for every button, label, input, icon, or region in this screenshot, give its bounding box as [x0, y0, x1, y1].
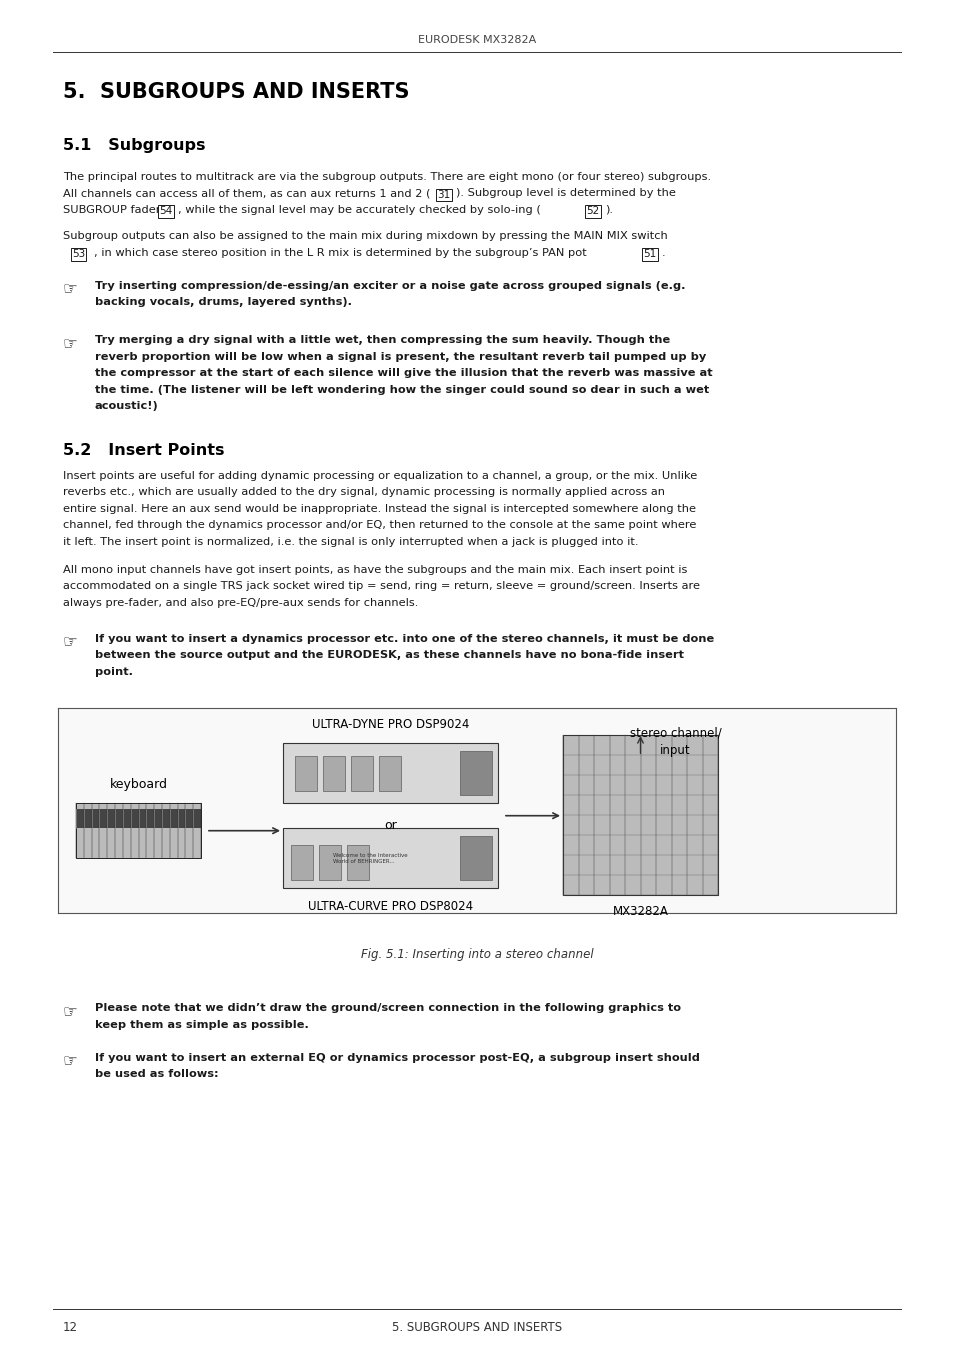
Text: Insert points are useful for adding dynamic processing or equalization to a chan: Insert points are useful for adding dyna…: [63, 470, 697, 481]
Text: 12: 12: [63, 1321, 78, 1333]
Text: ☞: ☞: [63, 335, 78, 354]
Text: ). Subgroup level is determined by the: ). Subgroup level is determined by the: [456, 189, 675, 199]
Text: ☞: ☞: [63, 1004, 78, 1021]
Text: The principal routes to multitrack are via the subgroup outputs. There are eight: The principal routes to multitrack are v…: [63, 172, 710, 182]
Text: be used as follows:: be used as follows:: [95, 1069, 218, 1079]
Text: EURODESK MX3282A: EURODESK MX3282A: [417, 35, 536, 45]
Text: or: or: [384, 819, 396, 832]
Text: 5. SUBGROUPS AND INSERTS: 5. SUBGROUPS AND INSERTS: [392, 1321, 561, 1333]
Bar: [351, 757, 373, 792]
Text: 5.  SUBGROUPS AND INSERTS: 5. SUBGROUPS AND INSERTS: [63, 82, 409, 101]
Text: Fig. 5.1: Inserting into a stereo channel: Fig. 5.1: Inserting into a stereo channe…: [360, 948, 593, 961]
Text: the compressor at the start of each silence will give the illusion that the reve: the compressor at the start of each sile…: [95, 369, 712, 378]
Text: MX3282A: MX3282A: [612, 905, 668, 919]
Bar: [294, 757, 316, 792]
Bar: [323, 757, 345, 792]
Text: Welcome to the Interactive
World of BEHRINGER...: Welcome to the Interactive World of BEHR…: [333, 852, 407, 863]
Text: Try merging a dry signal with a little wet, then compressing the sum heavily. Th: Try merging a dry signal with a little w…: [95, 335, 670, 346]
Text: All channels can access all of them, as can aux returns 1 and 2 (: All channels can access all of them, as …: [63, 189, 430, 199]
Text: backing vocals, drums, layered synths).: backing vocals, drums, layered synths).: [95, 297, 352, 308]
Bar: [283, 743, 497, 804]
Text: 51: 51: [642, 250, 656, 259]
Text: keyboard: keyboard: [110, 778, 168, 792]
Text: All mono input channels have got insert points, as have the subgroups and the ma: All mono input channels have got insert …: [63, 565, 687, 574]
Bar: [459, 751, 492, 796]
Text: If you want to insert an external EQ or dynamics processor post-EQ, a subgroup i: If you want to insert an external EQ or …: [95, 1052, 700, 1063]
Text: point.: point.: [95, 667, 132, 677]
Text: 53: 53: [71, 250, 85, 259]
Text: If you want to insert a dynamics processor etc. into one of the stereo channels,: If you want to insert a dynamics process…: [95, 634, 714, 644]
Text: Subgroup outputs can also be assigned to the main mix during mixdown by pressing: Subgroup outputs can also be assigned to…: [63, 231, 667, 242]
Text: 54: 54: [159, 207, 172, 216]
Bar: [459, 836, 492, 881]
Text: ☞: ☞: [63, 1052, 78, 1071]
Text: SUBGROUP fader: SUBGROUP fader: [63, 205, 160, 215]
Bar: [347, 846, 369, 881]
Text: channel, fed through the dynamics processor and/or EQ, then returned to the cons: channel, fed through the dynamics proces…: [63, 520, 696, 530]
Text: reverbs etc., which are usually added to the dry signal, dynamic processing is n: reverbs etc., which are usually added to…: [63, 488, 664, 497]
Text: , while the signal level may be accurately checked by solo-ing (: , while the signal level may be accurate…: [178, 205, 540, 215]
Text: reverb proportion will be low when a signal is present, the resultant reverb tai: reverb proportion will be low when a sig…: [95, 351, 705, 362]
Bar: [76, 804, 201, 858]
Text: .: .: [661, 247, 665, 258]
Bar: [291, 846, 313, 881]
Text: the time. (The listener will be left wondering how the singer could sound so dea: the time. (The listener will be left won…: [95, 385, 708, 394]
Text: always pre-fader, and also pre-EQ/pre-aux sends for channels.: always pre-fader, and also pre-EQ/pre-au…: [63, 597, 418, 608]
Text: Try inserting compression/de-essing/an exciter or a noise gate across grouped si: Try inserting compression/de-essing/an e…: [95, 281, 685, 290]
Text: it left. The insert point is normalized, i.e. the signal is only interrupted whe: it left. The insert point is normalized,…: [63, 536, 638, 547]
Text: 5.2   Insert Points: 5.2 Insert Points: [63, 443, 224, 458]
Text: input: input: [659, 744, 690, 757]
Text: entire signal. Here an aux send would be inappropriate. Instead the signal is in: entire signal. Here an aux send would be…: [63, 504, 696, 513]
Bar: [378, 757, 400, 792]
Text: 52: 52: [586, 207, 599, 216]
Text: ☞: ☞: [63, 281, 78, 299]
Text: , in which case stereo position in the L R mix is determined by the subgroup’s P: , in which case stereo position in the L…: [94, 247, 586, 258]
Text: keep them as simple as possible.: keep them as simple as possible.: [95, 1020, 309, 1029]
Text: ULTRA-DYNE PRO DSP9024: ULTRA-DYNE PRO DSP9024: [312, 719, 469, 731]
Text: stereo channel/: stereo channel/: [629, 727, 720, 739]
Text: accommodated on a single TRS jack socket wired tip = send, ring = return, sleeve: accommodated on a single TRS jack socket…: [63, 581, 700, 592]
Bar: [562, 735, 718, 896]
Text: Please note that we didn’t draw the ground/screen connection in the following gr: Please note that we didn’t draw the grou…: [95, 1004, 680, 1013]
Text: acoustic!): acoustic!): [95, 401, 158, 411]
Bar: [318, 846, 340, 881]
Text: ULTRA-CURVE PRO DSP8024: ULTRA-CURVE PRO DSP8024: [308, 900, 473, 913]
Bar: [76, 809, 201, 828]
Text: ☞: ☞: [63, 634, 78, 653]
Text: between the source output and the EURODESK, as these channels have no bona-fide : between the source output and the EURODE…: [95, 650, 683, 661]
Text: 31: 31: [436, 190, 450, 200]
Bar: [283, 828, 497, 888]
Text: 5.1   Subgroups: 5.1 Subgroups: [63, 138, 205, 153]
Text: ).: ).: [604, 205, 613, 215]
